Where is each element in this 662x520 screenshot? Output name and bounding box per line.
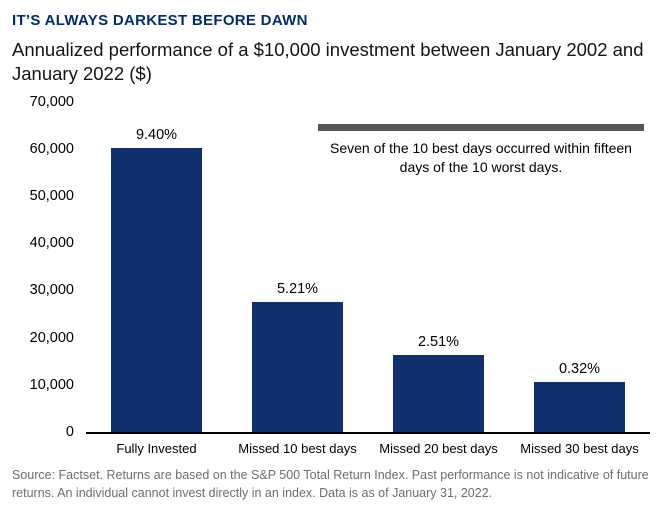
annotation-top-bar bbox=[318, 123, 644, 131]
x-axis-labels: Fully Invested Missed 10 best days Missed … bbox=[86, 434, 650, 456]
y-tick-label: 60,000 bbox=[29, 140, 74, 157]
bar-missed-30-best-days bbox=[534, 381, 625, 432]
bar-fully-invested bbox=[111, 147, 202, 432]
y-tick-label: 50,000 bbox=[29, 188, 74, 205]
bar-missed-20-best-days bbox=[393, 354, 484, 432]
bar-slot-fully-invested: 9.40% bbox=[86, 102, 227, 432]
bar-slot-missed-20-best-days: 2.51% bbox=[368, 102, 509, 432]
bar-value-label: 2.51% bbox=[417, 333, 460, 350]
x-tick-label: Missed 20 best days bbox=[379, 440, 498, 456]
x-tick-label: Missed 10 best days bbox=[238, 440, 357, 456]
chart-title: IT’S ALWAYS DARKEST BEFORE DAWN bbox=[12, 12, 308, 29]
x-tick-label: Missed 30 best days bbox=[520, 440, 639, 456]
bar-missed-10-best-days bbox=[252, 302, 343, 432]
bar-chart: 70,000 60,000 50,000 40,000 30,000 20,000 10,0… bbox=[10, 94, 650, 456]
plot-wrap: Seven of the 10 best days occurred withi… bbox=[86, 102, 650, 456]
bar-value-label: 0.32% bbox=[558, 360, 601, 377]
y-tick-label: 0 bbox=[65, 423, 74, 440]
y-tick-label: 30,000 bbox=[29, 282, 74, 299]
chart-subtitle: Annualized performance of a $10,000 inve… bbox=[12, 39, 644, 85]
y-tick-label: 10,000 bbox=[29, 376, 74, 393]
bar-slot-missed-10-best-days: 5.21% bbox=[227, 102, 368, 432]
y-tick-label: 20,000 bbox=[29, 329, 74, 346]
annotation-callout: Seven of the 10 best days occurred withi… bbox=[318, 123, 644, 181]
x-tick-label: Fully Invested bbox=[116, 440, 197, 456]
bar-slot-missed-30-best-days: 0.32% bbox=[509, 102, 650, 432]
annotation-text: Seven of the 10 best days occurred withi… bbox=[318, 130, 644, 181]
source-note: Source: Factset. Returns are based on th… bbox=[12, 467, 649, 500]
y-tick-label: 70,000 bbox=[29, 93, 74, 110]
y-tick-label: 40,000 bbox=[29, 235, 74, 252]
page: IT’S ALWAYS DARKEST BEFORE DAWN Annualiz… bbox=[10, 12, 650, 500]
y-axis: 70,000 60,000 50,000 40,000 30,000 20,000 10,0… bbox=[10, 94, 86, 440]
bar-value-label: 9.40% bbox=[135, 126, 178, 143]
plot-area: Seven of the 10 best days occurred withi… bbox=[86, 102, 650, 434]
bar-value-label: 5.21% bbox=[276, 281, 319, 298]
